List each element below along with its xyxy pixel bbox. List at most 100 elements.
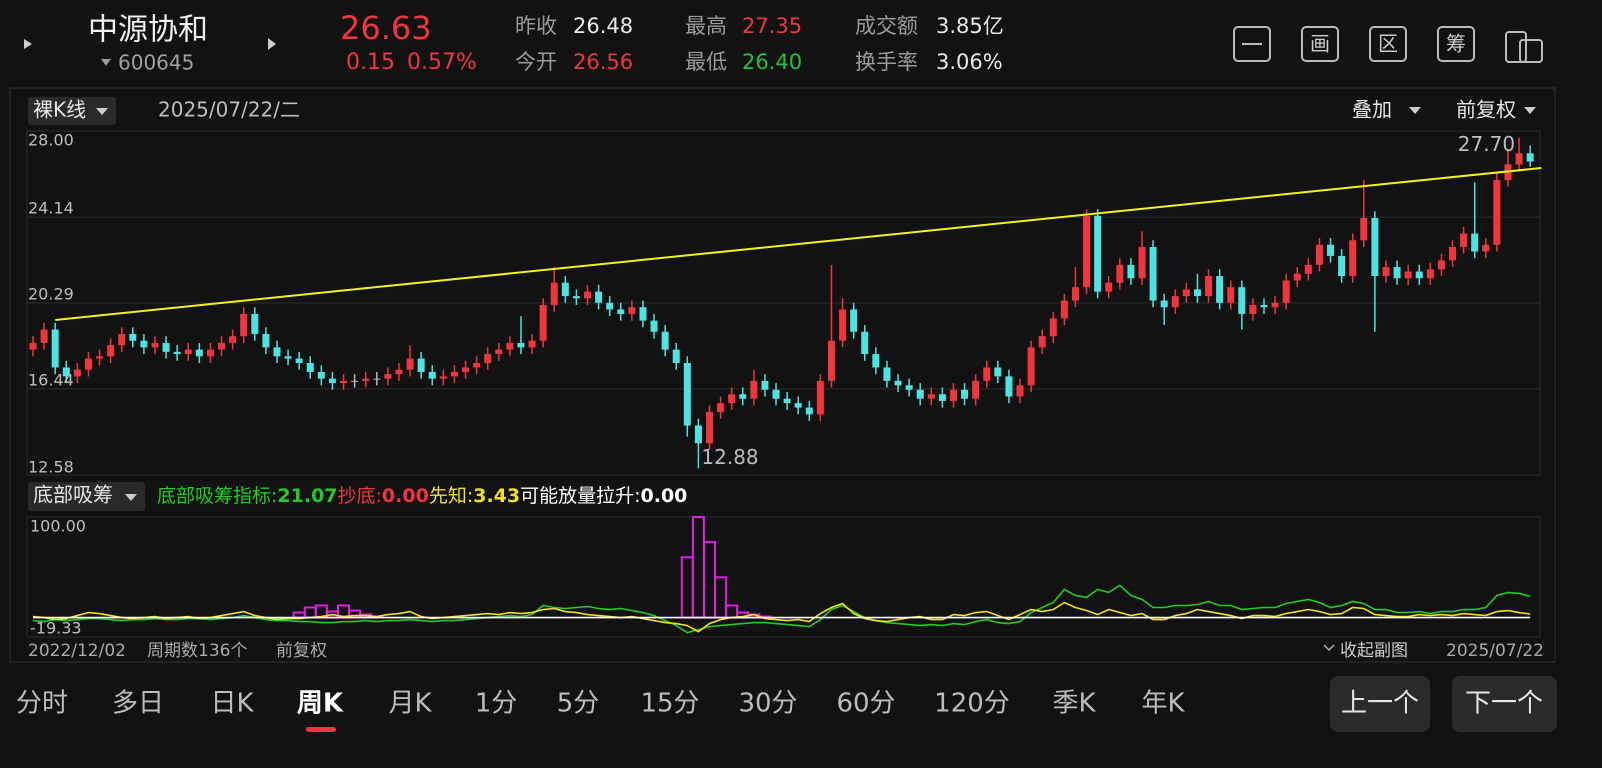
candle-body [650,320,658,332]
device-icon[interactable] [1505,31,1527,63]
nav-button[interactable] [1452,676,1557,732]
candle-body [273,347,281,357]
tab[interactable]: 1分 [475,689,518,719]
candle-body [428,371,436,379]
candle-body [606,302,614,310]
prev-stock-arrow[interactable] [24,39,32,49]
stat-label: 换手率 [855,50,918,74]
indicator-line [32,601,1531,633]
collapse-button[interactable]: 收起副图 [1340,641,1408,661]
overlay-label: 叠加 [1352,98,1392,122]
tab[interactable]: 季K [1052,689,1096,719]
tab[interactable]: 多日 [112,689,164,719]
candle-body [1205,276,1213,297]
stat-label: 最高 [685,14,727,38]
candle-body [107,345,115,357]
candle-body [628,307,636,314]
next-stock-arrow[interactable] [268,38,276,50]
candle-body [739,394,747,399]
candle-body [40,329,48,343]
button[interactable] [1437,26,1475,62]
mode-dropdown[interactable] [28,97,116,125]
candle-body [340,380,348,384]
candle-body [783,398,791,404]
button[interactable] [1301,26,1339,62]
extreme-label: 12.88 [701,445,758,469]
chart-frame [9,87,1556,663]
stat-value: 3.06% [936,50,1003,74]
candle-body [1349,240,1357,277]
stat-value: 26.56 [573,50,633,74]
tab[interactable]: 30分 [738,689,797,719]
candle-body [1493,180,1501,245]
candle-body [450,371,458,377]
candle-body [1437,260,1445,270]
candle-body [1282,280,1290,303]
candle-body [639,307,647,321]
button-label: 画 [1310,32,1330,56]
indicator-dropdown[interactable] [28,482,145,511]
tab[interactable]: 60分 [836,689,895,719]
candle-body [938,394,946,401]
candle-body [495,349,503,355]
nav-label[interactable]: 下一个 [1465,689,1543,719]
tab[interactable]: 15分 [640,689,699,719]
tab[interactable]: 120分 [934,689,1010,719]
tab[interactable]: 日K [210,689,254,719]
header-buttons [1233,26,1543,63]
candle-body [1127,264,1135,279]
tab[interactable]: 月K [388,689,432,719]
candle-body [62,367,70,377]
tab[interactable]: 周K [297,689,344,719]
candle-body [439,376,447,379]
y-tick-label: 12.58 [28,458,74,477]
candle-body [195,349,203,357]
candle-body [839,309,847,341]
candle-body [1071,287,1079,301]
candle-body [816,380,824,415]
code-dropdown[interactable] [101,59,111,66]
candle-body [218,342,226,350]
stock-code: 600645 [118,51,194,75]
candle-body [1338,255,1346,277]
candle-body [395,369,403,375]
tab[interactable]: 分时 [16,689,68,719]
candle-body [384,374,392,379]
stat-label: 昨收 [515,14,557,38]
candle-body [240,313,248,337]
candle-body [140,340,148,348]
nav-label[interactable]: 上一个 [1341,689,1419,719]
legend-value: 21.07 [277,485,337,507]
candle-body [617,309,625,314]
y-tick-label: 100.00 [30,517,86,536]
candle-body [462,367,470,372]
stat-value: 3.85亿 [936,14,1004,38]
candle-body [1526,153,1534,162]
indicator-bar [680,556,694,619]
indicator-line [32,584,1531,634]
tab[interactable]: 5分 [557,689,600,719]
button[interactable] [1233,26,1271,62]
candle-body [1415,271,1423,279]
stat-label: 今开 [515,50,557,74]
candle-body [1049,318,1057,337]
candle-body [1216,276,1224,303]
button[interactable] [1369,26,1407,62]
candle-body [1293,273,1301,281]
candle-body [1304,264,1312,274]
candle-body [151,342,159,348]
nav-button[interactable] [1330,676,1430,732]
candle-body [584,291,591,299]
tab[interactable]: 年K [1141,689,1185,719]
stock-name: 中源协和 [88,13,208,48]
candle-body [1083,215,1091,288]
candle-body [1327,244,1335,256]
candle-body [1271,302,1279,308]
candle-body [73,369,81,377]
candle-body [595,291,603,303]
candle-body [1515,153,1523,165]
candle-body [528,340,536,348]
candle-body [572,296,580,299]
candle-body [362,378,370,381]
candle-body [473,363,481,368]
